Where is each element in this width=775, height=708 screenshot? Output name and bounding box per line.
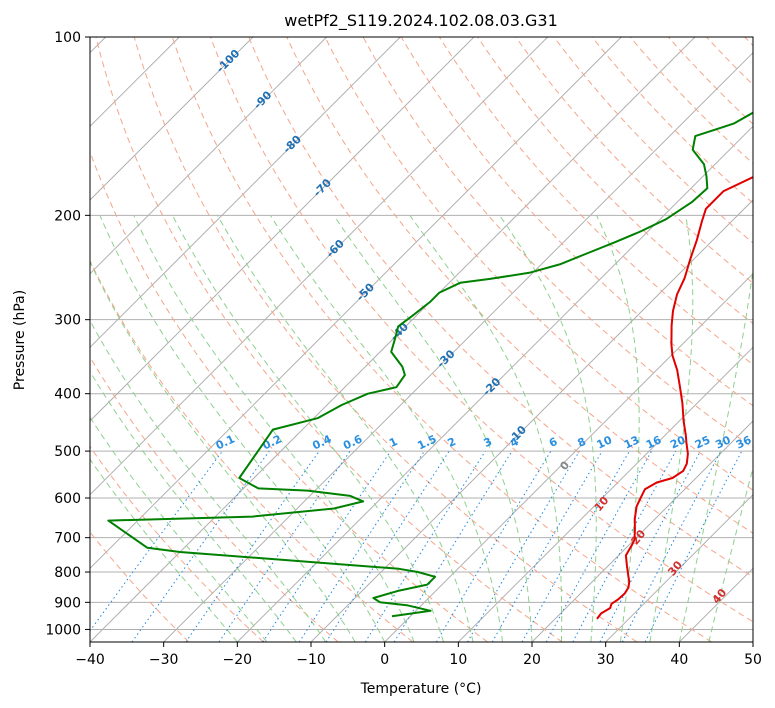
- plot-frame: [89, 36, 754, 643]
- isotherm: [163, 51, 753, 642]
- y-tick-label: 700: [54, 531, 81, 547]
- moist-adiabat: [217, 215, 474, 642]
- isotherm: [236, 125, 753, 642]
- moist-adiabat: [409, 215, 563, 642]
- mixing-ratio-line: [325, 450, 450, 642]
- moist-adiabats: [90, 215, 753, 642]
- moist-adiabat: [678, 265, 753, 642]
- y-tick-label: 900: [54, 595, 81, 611]
- moist-adiabat: [90, 260, 356, 642]
- dry-adiabat: [210, 37, 753, 623]
- y-tick-label: 800: [54, 565, 81, 581]
- y-tick-label: 300: [54, 313, 81, 329]
- mixing-ratio-label: 30: [713, 433, 733, 451]
- moist-adiabat: [596, 215, 640, 642]
- y-tick-label: 600: [54, 491, 81, 507]
- mixing-ratio-line: [435, 450, 552, 642]
- isotherm: [90, 37, 328, 275]
- x-tick-label: −40: [75, 652, 105, 668]
- dry-adiabats: [90, 37, 753, 642]
- moist-adiabat: [90, 370, 297, 642]
- x-tick-label: 40: [670, 652, 688, 668]
- isotherm: [90, 37, 254, 201]
- x-tick-label: 0: [380, 652, 389, 668]
- x-tick-label: 10: [449, 652, 467, 668]
- mixing-ratio-line: [364, 450, 486, 642]
- y-tick-label: 1000: [45, 622, 81, 638]
- dry-adiabat: [90, 445, 264, 642]
- y-axis-label: Pressure (hPa): [12, 290, 28, 390]
- isotherm: [384, 272, 753, 642]
- mixing-ratio-line: [185, 450, 320, 642]
- x-tick-label: −30: [149, 652, 179, 668]
- moist-adiabat: [333, 215, 533, 642]
- x-tick-label: −10: [296, 652, 326, 668]
- y-tick-label: 100: [54, 30, 81, 46]
- pressure-grid: [90, 37, 753, 630]
- chart-title: wetPf2_S119.2024.102.08.03.G31: [284, 11, 558, 31]
- isotherm: [90, 37, 696, 642]
- x-axis-label: Temperature (°C): [360, 681, 482, 697]
- y-tick-label: 200: [54, 208, 81, 224]
- dry-adiabat: [90, 259, 414, 642]
- x-tick-label: 30: [597, 652, 615, 668]
- isotherm: [90, 37, 549, 496]
- mixing-ratio-line: [90, 450, 223, 632]
- mixing-ratio-line: [491, 450, 603, 642]
- mixing-ratio-label: 10: [595, 433, 615, 451]
- dry-adiabat: [171, 37, 712, 642]
- isotherm: [90, 37, 401, 349]
- dry-adiabat: [629, 37, 753, 165]
- mixing-ratio-line: [393, 450, 513, 642]
- moist-adiabat: [90, 416, 268, 642]
- moist-adiabat: [499, 215, 597, 642]
- moist-adiabat: [649, 215, 694, 642]
- dry-adiabat: [248, 37, 753, 578]
- profiles: [107, 111, 753, 620]
- mixing-ratio-label: 16: [644, 433, 664, 451]
- plot-background: [90, 37, 753, 642]
- moist-adiabat: [90, 458, 238, 642]
- moist-adiabat: [90, 319, 327, 642]
- mixing-ratio-line: [545, 450, 653, 642]
- dry-adiabat: [591, 37, 753, 204]
- isotherm: [90, 37, 475, 422]
- mixing-ratio-label: 20: [668, 433, 688, 451]
- x-tick-label: 50: [744, 652, 762, 668]
- mixing-ratio-line: [298, 450, 425, 642]
- dry-adiabat: [362, 37, 753, 449]
- mixing-ratio-label: 36: [734, 433, 754, 451]
- x-tick-label: −20: [223, 652, 253, 668]
- dry-adiabat: [515, 37, 753, 284]
- dewpoint-profile: [107, 111, 753, 618]
- temperature-profile: [596, 176, 753, 620]
- isotherm: [90, 37, 622, 570]
- isotherm: [752, 641, 753, 642]
- mixing-ratio-line: [521, 450, 630, 642]
- dry-adiabat: [95, 37, 563, 642]
- mixing-ratio-label: 13: [622, 433, 641, 451]
- dry-adiabat: [324, 37, 753, 491]
- moist-adiabat: [270, 215, 503, 642]
- dry-adiabat: [477, 37, 753, 325]
- mixing-ratio-line: [467, 450, 580, 642]
- moist-adiabat: [99, 215, 386, 642]
- y-tick-label: 500: [54, 444, 81, 460]
- mixing-ratio-label: 25: [693, 433, 712, 451]
- mixing-ratio-line: [131, 450, 270, 642]
- x-tick-label: 20: [523, 652, 541, 668]
- y-tick-label: 400: [54, 387, 81, 403]
- axis-ticks: −40 −30 −20 −10 0 10 20 30 40 50 1000 900 800 700 600 5…: [45, 30, 762, 668]
- isotherm: [605, 493, 753, 642]
- dry-adiabat: [133, 37, 638, 642]
- dry-adiabat: [400, 37, 753, 407]
- moist-adiabat: [172, 215, 445, 642]
